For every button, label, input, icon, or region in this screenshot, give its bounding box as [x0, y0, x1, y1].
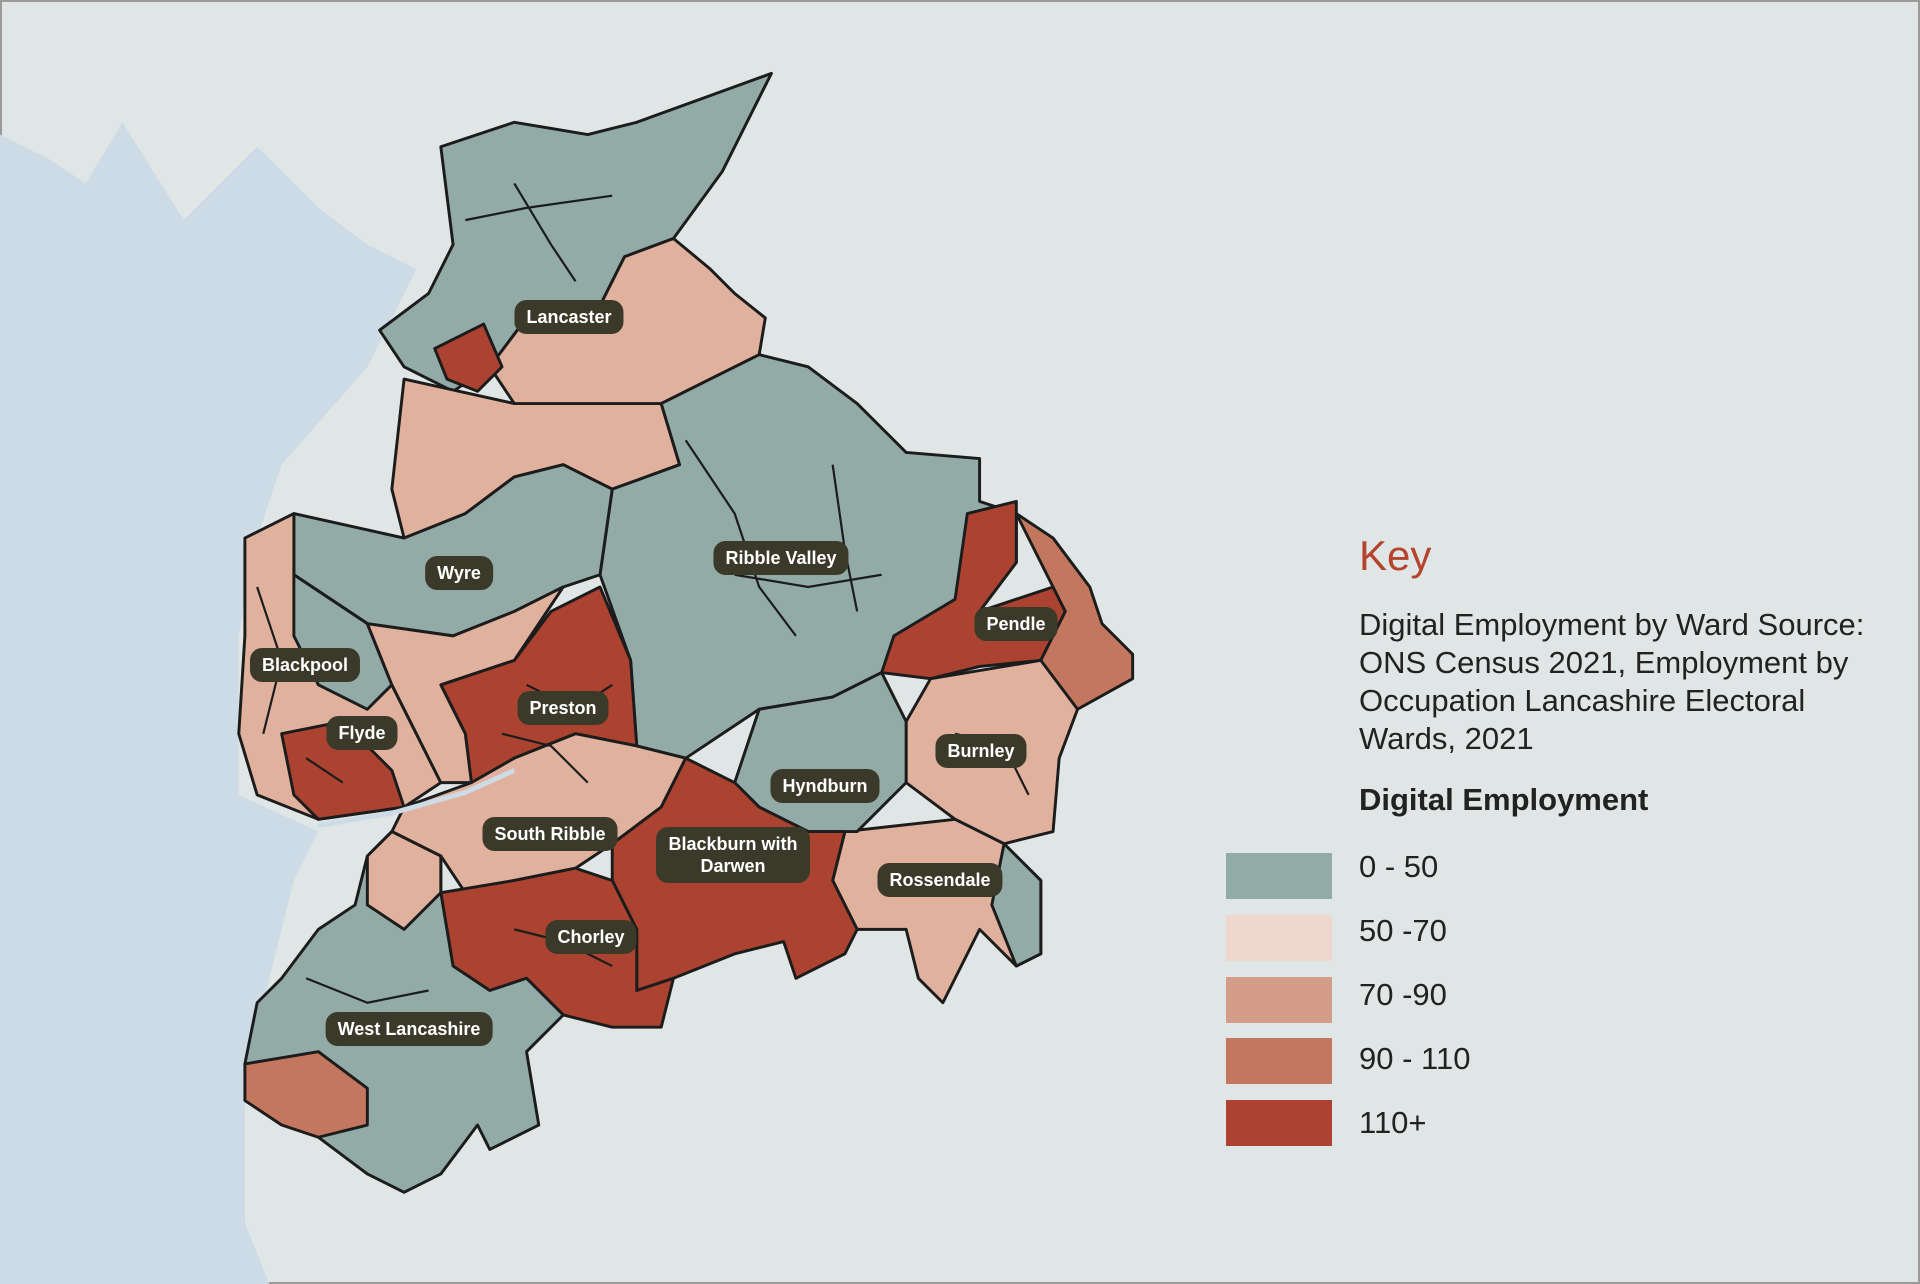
legend-swatch-0-50 — [1226, 853, 1332, 899]
label-west-lancashire: West Lancashire — [325, 1012, 493, 1046]
label-pendle: Pendle — [974, 607, 1058, 641]
label-blackpool: Blackpool — [249, 648, 361, 682]
ribble-estuary — [317, 768, 516, 828]
label-burnley: Burnley — [935, 734, 1027, 768]
legend-label: 90 - 110 — [1359, 1041, 1471, 1076]
sea — [0, 122, 417, 1284]
label-preston: Preston — [517, 691, 609, 725]
legend-title: Key — [1359, 532, 1432, 579]
legend-swatch-110-plus — [1226, 1100, 1332, 1146]
pendle-east — [1014, 512, 1135, 711]
label-south-ribble: South Ribble — [482, 817, 618, 851]
legend-swatch-90-110 — [1226, 1038, 1332, 1084]
legend-subtitle: Digital Employment — [1359, 782, 1649, 817]
legend-label: 50 -70 — [1359, 913, 1447, 948]
label-lancaster: Lancaster — [514, 300, 624, 334]
west-lancashire-pink — [365, 830, 443, 931]
legend-description: Digital Employment by Ward Source: ONS C… — [1359, 607, 1865, 756]
legend-label: 70 -90 — [1359, 977, 1447, 1012]
west-lancashire-south — [243, 1050, 369, 1139]
label-hyndburn: Hyndburn — [770, 769, 880, 803]
label-blackburn-with-darwen: Blackburn with Darwen — [656, 827, 810, 883]
legend-swatch-70-90 — [1226, 977, 1332, 1023]
label-fylde: Flyde — [326, 716, 398, 750]
fylde-middle — [365, 585, 565, 785]
label-rossendale: Rossendale — [877, 863, 1003, 897]
legend-label: 0 - 50 — [1359, 849, 1439, 884]
label-ribble-valley: Ribble Valley — [713, 541, 849, 575]
label-wyre: Wyre — [425, 556, 493, 590]
legend-label: 110+ — [1359, 1105, 1427, 1140]
lancaster-city — [433, 322, 504, 393]
legend-swatch-50-70 — [1226, 915, 1332, 961]
label-chorley: Chorley — [545, 920, 637, 954]
